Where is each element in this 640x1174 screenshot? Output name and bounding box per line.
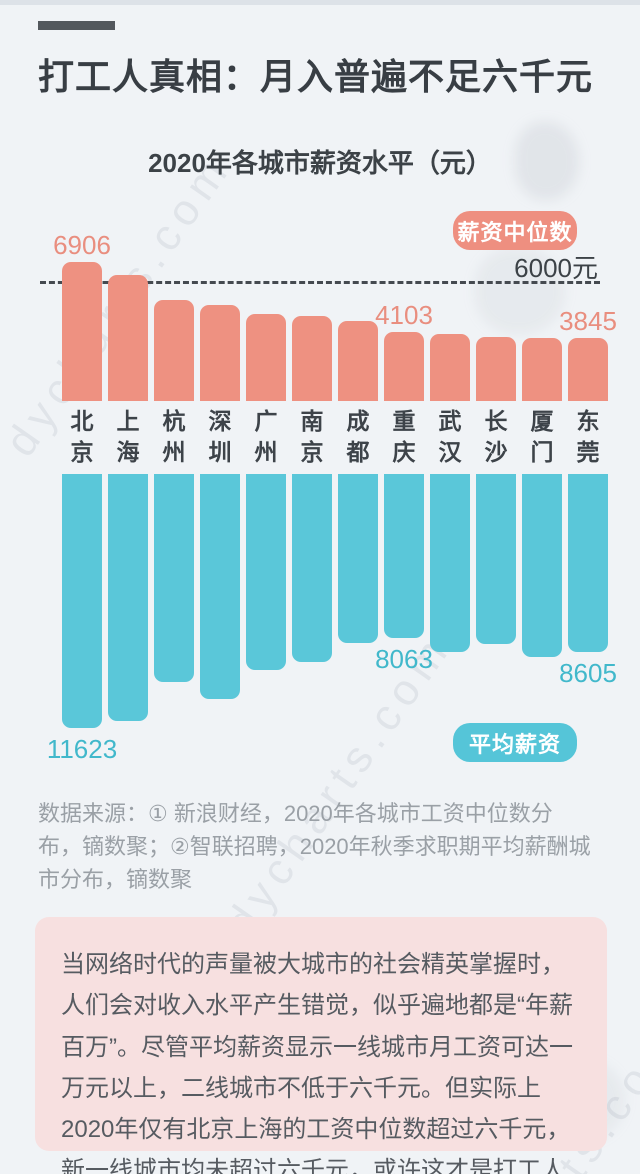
city-label-南京: 南 京	[300, 408, 324, 465]
commentary-box: 当网络时代的声量被大城市的社会精英掌握时，人们会对收入水平产生错觉，似乎遍地都是…	[35, 917, 607, 1174]
median-value-label: 4103	[375, 300, 433, 330]
data-source-note: 数据来源：① 新浪财经，2020年各城市工资中位数分布，镝数聚；②智联招聘，20…	[38, 801, 591, 892]
top-edge-strip	[0, 0, 640, 5]
page-title: 打工人真相：月入普遍不足六千元	[38, 56, 594, 97]
city-label-重庆: 重 庆	[392, 408, 416, 465]
median-legend-badge: 薪资中位数	[453, 211, 577, 250]
average-legend-badge: 平均薪资	[453, 723, 577, 762]
threshold-dashed-line	[40, 281, 600, 284]
average-bar-武汉	[430, 474, 470, 652]
median-bar-厦门	[522, 338, 562, 401]
city-label-东莞: 东 莞	[576, 408, 600, 465]
average-value-label: 11623	[46, 734, 118, 764]
average-bar-广州	[246, 474, 286, 670]
city-label-杭州: 杭 州	[162, 408, 186, 465]
average-bar-东莞	[568, 474, 608, 652]
median-bar-南京	[292, 316, 332, 401]
chart-title: 2020年各城市薪资水平（元）	[148, 148, 492, 178]
median-legend-label: 薪资中位数	[457, 219, 573, 245]
commentary-text: 当网络时代的声量被大城市的社会精英掌握时，人们会对收入水平产生错觉，似乎遍地都是…	[61, 951, 573, 1174]
median-bar-东莞	[568, 338, 608, 401]
title-accent-dash	[38, 21, 115, 30]
median-bar-深圳	[200, 305, 240, 401]
city-label-武汉: 武 汉	[438, 408, 462, 465]
average-bar-北京	[62, 474, 102, 728]
median-bar-成都	[338, 321, 378, 401]
city-label-长沙: 长 沙	[484, 408, 508, 465]
city-label-成都: 成 都	[346, 408, 370, 465]
city-label-上海: 上 海	[116, 408, 140, 465]
average-bar-长沙	[476, 474, 516, 644]
average-legend-label: 平均薪资	[468, 731, 561, 757]
average-bar-深圳	[200, 474, 240, 699]
city-label-北京: 北 京	[70, 408, 94, 465]
median-bar-北京	[62, 262, 102, 401]
city-label-厦门: 厦 门	[530, 408, 554, 465]
median-bar-长沙	[476, 337, 516, 401]
average-value-label: 8063	[375, 644, 433, 674]
median-value-label: 6906	[53, 230, 111, 260]
average-bar-南京	[292, 474, 332, 662]
median-bar-重庆	[384, 332, 424, 401]
threshold-label: 6000元	[514, 253, 598, 283]
average-bar-杭州	[154, 474, 194, 682]
median-bar-武汉	[430, 334, 470, 401]
median-value-label: 3845	[559, 306, 617, 336]
average-bar-成都	[338, 474, 378, 643]
city-label-深圳: 深 圳	[208, 408, 232, 465]
city-label-广州: 广 州	[254, 408, 278, 465]
average-bar-上海	[108, 474, 148, 721]
median-bar-杭州	[154, 300, 194, 401]
median-bar-上海	[108, 275, 148, 401]
median-bar-广州	[246, 314, 286, 401]
average-bar-重庆	[384, 474, 424, 638]
average-bar-厦门	[522, 474, 562, 657]
average-value-label: 8605	[559, 658, 617, 688]
